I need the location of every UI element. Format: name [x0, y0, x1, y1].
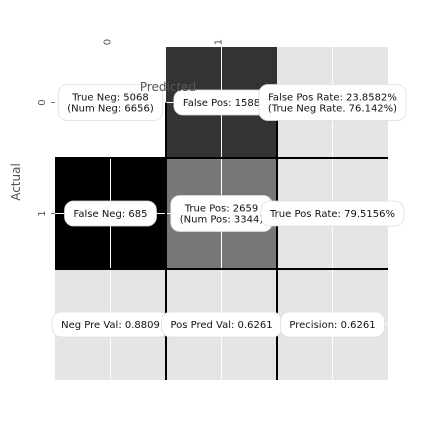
label-box [260, 200, 405, 227]
label-box [280, 311, 385, 338]
cell-text-line: False Pos: 1588 [183, 98, 260, 109]
cell-label-2-2: Precision: 0.6261 [280, 311, 385, 338]
cell-text-line: (Num Pos: 3344) [180, 215, 264, 226]
x-tick-label-1: 1 [214, 39, 225, 45]
cell-label-2-0: Neg Pre Val: 0.8809 [51, 311, 170, 338]
cell-label-2-1: Pos Pred Val: 0.6261 [161, 311, 282, 338]
ticks-layer: 0 1 0 1 [37, 39, 225, 217]
cell-text-line: False Neg: 685 [74, 209, 148, 220]
cell-label-1-2: True Pos Rate: 79.5156% [260, 200, 405, 227]
label-box [258, 84, 407, 121]
cell-label-0-0: True Neg: 5068(Num Neg: 6656) [57, 84, 164, 121]
x-tick-label-0: 0 [103, 39, 114, 45]
cell-text-line: Pos Pred Val: 0.6261 [170, 320, 272, 331]
cell-label-0-2: False Pos Rate: 23.8582%(True Neg Rate. … [258, 84, 407, 121]
labels-layer: True Neg: 5068(Num Neg: 6656) False Pos: … [51, 84, 407, 338]
label-box [57, 84, 164, 121]
cell-text-line: (Num Neg: 6656) [67, 104, 154, 115]
cell-text-line: False Pos Rate: 23.8582% [268, 93, 397, 104]
label-box [64, 200, 157, 227]
y-tick-label-1: 1 [37, 210, 48, 216]
cell-label-1-0: False Neg: 685 [64, 200, 157, 227]
x-axis-title: Predicted [140, 80, 196, 94]
cell-text-line: Precision: 0.6261 [289, 320, 375, 331]
cell-text-line: Neg Pre Val: 0.8809 [61, 320, 160, 331]
y-tick-label-0: 0 [37, 99, 48, 105]
y-axis-title: Actual [9, 163, 23, 201]
cell-text-line: True Neg: 5068 [71, 93, 148, 104]
cell-text-line: True Pos Rate: 79.5156% [269, 209, 395, 220]
cell-label-1-1: True Pos: 2659(Num Pos: 3344) [170, 195, 273, 232]
cell-text-line: True Pos: 2659 [184, 204, 258, 215]
cell-text-line: (True Neg Rate. 76.142%) [268, 104, 397, 115]
